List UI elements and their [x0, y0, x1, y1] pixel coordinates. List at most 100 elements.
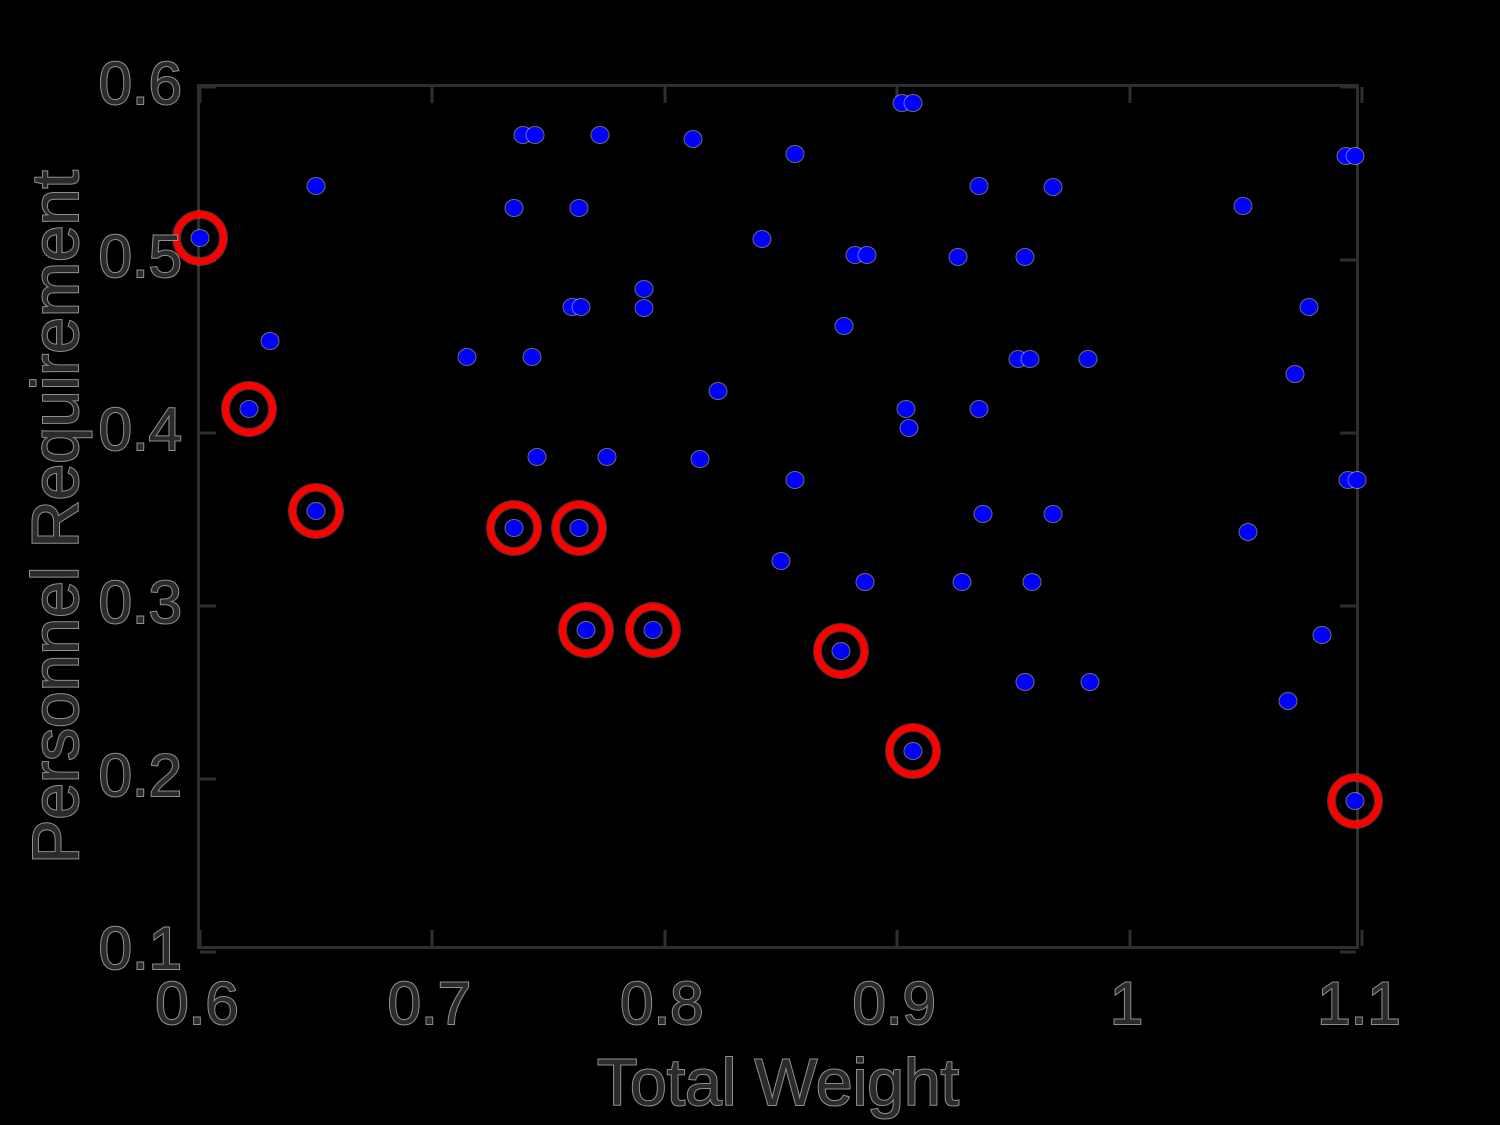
pareto-highlight-ring [1328, 774, 1383, 829]
y-tick-label: 0.1 [98, 914, 183, 983]
data-point [1346, 148, 1364, 165]
data-point [644, 622, 662, 639]
data-point [261, 333, 279, 350]
x-tick [430, 930, 434, 946]
x-tick-label: 0.7 [387, 969, 472, 1038]
y-tick-label: 0.5 [98, 222, 183, 291]
y-tick [1340, 431, 1356, 435]
x-tick-label: 0.8 [619, 969, 704, 1038]
data-point [974, 506, 992, 523]
x-tick-label: 1.1 [1316, 969, 1401, 1038]
data-point [598, 449, 616, 466]
pareto-highlight-ring [886, 724, 941, 779]
data-point [572, 298, 590, 315]
y-tick [200, 777, 216, 781]
data-point [526, 127, 544, 144]
x-tick-label: 0.9 [851, 969, 936, 1038]
data-point [970, 177, 988, 194]
data-point [832, 642, 850, 659]
x-tick [430, 87, 434, 103]
pareto-highlight-ring [626, 603, 681, 658]
x-tick [1360, 930, 1364, 946]
y-tick [200, 431, 216, 435]
data-point [307, 502, 325, 519]
data-point [684, 130, 702, 147]
plot-area [173, 84, 1383, 954]
data-point [970, 400, 988, 417]
data-point [1234, 198, 1252, 215]
data-point [1348, 471, 1366, 488]
y-tick-label: 0.3 [98, 568, 183, 637]
data-point [635, 281, 653, 298]
data-point [505, 520, 523, 537]
data-point [1016, 248, 1034, 265]
y-tick [1340, 258, 1356, 262]
data-point [1286, 366, 1304, 383]
x-axis-title: Total Weight [596, 1045, 960, 1119]
data-point [570, 200, 588, 217]
x-tick [663, 87, 667, 103]
data-point [577, 622, 595, 639]
data-point [1016, 674, 1034, 691]
data-point [528, 449, 546, 466]
data-point [1239, 523, 1257, 540]
data-point [240, 400, 258, 417]
data-point [709, 383, 727, 400]
y-tick [200, 950, 216, 954]
x-tick [1360, 87, 1364, 103]
x-tick-label: 1 [1109, 969, 1144, 1038]
data-point [1023, 573, 1041, 590]
data-point [904, 743, 922, 760]
pareto-highlight-ring [173, 210, 227, 265]
data-point [307, 177, 325, 194]
data-point [953, 573, 971, 590]
pareto-highlight-ring [551, 501, 606, 556]
x-tick [1128, 930, 1132, 946]
data-point [1044, 506, 1062, 523]
data-point [1079, 350, 1097, 367]
y-tick [1340, 950, 1356, 954]
data-point [949, 248, 967, 265]
x-tick [198, 930, 202, 946]
data-point [1044, 179, 1062, 196]
data-point [1021, 350, 1039, 367]
data-point [835, 317, 853, 334]
y-tick-label: 0.4 [98, 395, 183, 464]
data-point [458, 348, 476, 365]
x-tick-label: 0.6 [154, 969, 239, 1038]
pareto-highlight-ring [558, 603, 613, 658]
data-point [1346, 793, 1364, 810]
data-point [753, 231, 771, 248]
y-tick [1340, 85, 1356, 89]
x-tick [1128, 87, 1132, 103]
y-tick [200, 85, 216, 89]
pareto-highlight-ring [289, 483, 344, 538]
data-point [786, 146, 804, 163]
data-point [1081, 674, 1099, 691]
data-point [635, 300, 653, 317]
y-tick [200, 604, 216, 608]
data-point [191, 229, 209, 246]
y-tick-label: 0.2 [98, 741, 183, 810]
data-point [523, 348, 541, 365]
data-point [1279, 693, 1297, 710]
data-point [904, 94, 922, 111]
data-point [591, 127, 609, 144]
pareto-highlight-ring [486, 501, 541, 556]
data-point [691, 450, 709, 467]
data-point [570, 520, 588, 537]
data-point [786, 471, 804, 488]
x-tick [198, 87, 202, 103]
pareto-highlight-ring [221, 381, 276, 436]
data-point [772, 553, 790, 570]
data-point [1313, 627, 1331, 644]
y-tick-label: 0.6 [98, 49, 183, 118]
x-tick [895, 930, 899, 946]
data-point [1300, 298, 1318, 315]
data-point [856, 573, 874, 590]
data-point [900, 419, 918, 436]
data-point [897, 400, 915, 417]
y-tick [1340, 604, 1356, 608]
pareto-highlight-ring [814, 623, 869, 678]
